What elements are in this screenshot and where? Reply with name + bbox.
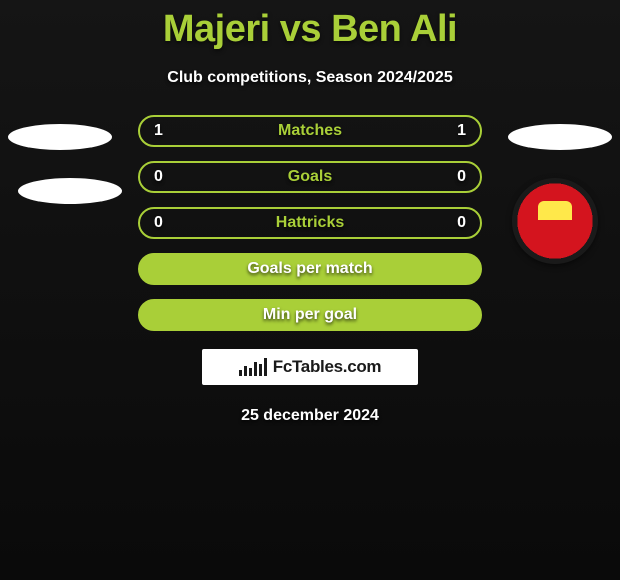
stat-label: Hattricks [276, 214, 344, 232]
snapshot-date: 25 december 2024 [0, 407, 620, 425]
fctables-bars-icon [239, 358, 267, 376]
stat-label: Goals [288, 168, 332, 186]
stat-row-min-per-goal: Min per goal [138, 299, 482, 331]
stat-row-goals: 0 Goals 0 [138, 161, 482, 193]
season-subtitle: Club competitions, Season 2024/2025 [0, 69, 620, 87]
comparison-title: Majeri vs Ben Ali [0, 0, 620, 51]
stat-left-value: 0 [154, 168, 172, 186]
stat-right-value: 0 [448, 214, 466, 232]
stat-label: Matches [278, 122, 342, 140]
stat-label: Min per goal [263, 306, 357, 324]
player-left-badge-2 [18, 178, 122, 204]
stat-left-value: 1 [154, 122, 172, 140]
stat-label: Goals per match [247, 260, 372, 278]
stat-right-value: 0 [448, 168, 466, 186]
fctables-label: FcTables.com [273, 357, 382, 377]
player-left-badge-1 [8, 124, 112, 150]
club-badge-esperance [512, 178, 598, 264]
stat-row-hattricks: 0 Hattricks 0 [138, 207, 482, 239]
fctables-watermark: FcTables.com [202, 349, 418, 385]
stat-right-value: 1 [448, 122, 466, 140]
club-badge-shield-icon [538, 201, 572, 241]
player-right-badge-1 [508, 124, 612, 150]
stat-left-value: 0 [154, 214, 172, 232]
stat-row-goals-per-match: Goals per match [138, 253, 482, 285]
stat-row-matches: 1 Matches 1 [138, 115, 482, 147]
